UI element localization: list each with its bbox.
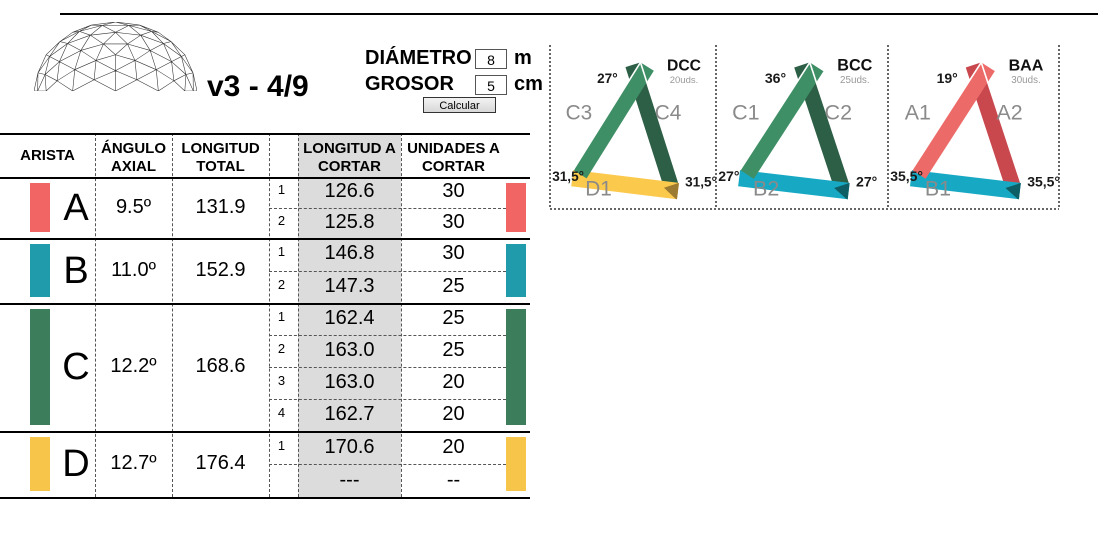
svg-text:30uds.: 30uds. [1011, 75, 1040, 86]
svg-text:A2: A2 [997, 101, 1023, 125]
svg-text:C3: C3 [566, 102, 593, 125]
svg-text:35,5°: 35,5° [890, 168, 923, 184]
svg-text:B1: B1 [925, 176, 951, 200]
svg-text:BCC: BCC [837, 57, 872, 75]
svg-text:35,5°: 35,5° [1027, 174, 1060, 190]
svg-text:31,5°: 31,5° [552, 169, 584, 184]
svg-text:27°: 27° [856, 174, 878, 190]
svg-text:BAA: BAA [1009, 57, 1044, 75]
svg-text:36°: 36° [765, 70, 787, 86]
svg-text:27°: 27° [718, 168, 740, 184]
svg-text:27°: 27° [597, 71, 618, 86]
svg-text:B2: B2 [753, 176, 779, 200]
svg-text:A1: A1 [905, 101, 931, 125]
svg-text:C2: C2 [825, 101, 852, 125]
svg-text:25uds.: 25uds. [840, 75, 870, 86]
svg-text:31,5°: 31,5° [685, 175, 717, 190]
svg-text:D1: D1 [585, 177, 612, 200]
svg-text:DCC: DCC [667, 58, 701, 75]
svg-text:19°: 19° [937, 70, 958, 86]
svg-text:20uds.: 20uds. [670, 75, 699, 86]
svg-text:C4: C4 [655, 102, 682, 125]
svg-text:C1: C1 [732, 101, 759, 125]
